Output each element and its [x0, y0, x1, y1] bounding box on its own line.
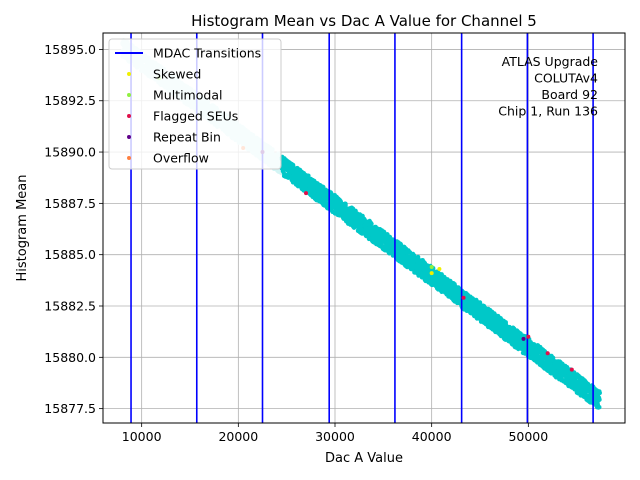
- data-point: [597, 390, 602, 395]
- legend-marker-swatch: [127, 135, 131, 139]
- y-tick-label: 15892.5: [44, 93, 96, 108]
- legend: MDAC Transitions Skewed Multimodal Flagged …: [108, 38, 282, 170]
- legend-marker-swatch: [127, 114, 131, 118]
- x-tick-label: 50000: [508, 429, 548, 444]
- x-axis-ticks: 10000 20000 30000 40000 50000: [122, 423, 548, 444]
- special-marker-point: [526, 334, 531, 339]
- y-axis-ticks: 15877.5 15880.0 15882.5 15885.0 15887.5 15890…: [44, 42, 103, 416]
- legend-marker-swatch: [127, 93, 131, 97]
- special-marker-point: [429, 271, 434, 276]
- x-tick-label: 20000: [218, 429, 258, 444]
- special-marker-point: [545, 351, 550, 356]
- x-tick-label: 40000: [412, 429, 452, 444]
- plot-frame: [102, 32, 626, 424]
- legend-marker-swatch: [127, 156, 131, 160]
- x-tick-label: 10000: [122, 429, 162, 444]
- annotation-line: Chip 1, Run 136: [498, 104, 598, 119]
- special-marker-point: [569, 367, 574, 372]
- legend-label: Repeat Bin: [153, 130, 221, 145]
- legend-marker-swatch: [127, 72, 131, 76]
- legend-label: MDAC Transitions: [153, 46, 261, 61]
- y-tick-label: 15895.0: [44, 42, 96, 57]
- legend-label: Overflow: [153, 151, 209, 166]
- y-tick-label: 15882.5: [44, 299, 96, 314]
- special-marker-point: [437, 267, 442, 272]
- legend-label: Multimodal: [153, 88, 222, 103]
- data-point: [369, 221, 374, 226]
- data-point-group: [279, 154, 602, 410]
- data-point: [343, 201, 348, 206]
- data-point: [387, 234, 393, 240]
- data-point: [597, 397, 602, 402]
- y-tick-label: 15880.0: [44, 350, 96, 365]
- data-point: [597, 405, 602, 410]
- special-marker-point: [429, 265, 434, 269]
- special-marker-point: [461, 295, 466, 300]
- y-axis-label: Histogram Mean: [15, 175, 30, 282]
- annotation-line: ATLAS Upgrade: [502, 54, 599, 69]
- y-tick-label: 15890.0: [44, 145, 96, 160]
- y-tick-label: 15887.5: [44, 196, 96, 211]
- chart-title: Histogram Mean vs Dac A Value for Channe…: [191, 12, 537, 30]
- legend-label: Skewed: [153, 67, 201, 82]
- legend-label: Flagged SEUs: [153, 109, 238, 124]
- y-tick-label: 15885.0: [44, 247, 96, 262]
- x-tick-label: 30000: [315, 429, 355, 444]
- x-axis-label: Dac A Value: [325, 451, 403, 466]
- annotation-line: COLUTAv4: [534, 71, 598, 86]
- annotation-line: Board 92: [541, 87, 598, 102]
- data-point: [415, 254, 421, 260]
- special-marker-point: [521, 336, 526, 341]
- special-marker-point: [304, 191, 308, 196]
- y-tick-label: 15877.5: [44, 401, 96, 416]
- legend-box: [108, 38, 282, 170]
